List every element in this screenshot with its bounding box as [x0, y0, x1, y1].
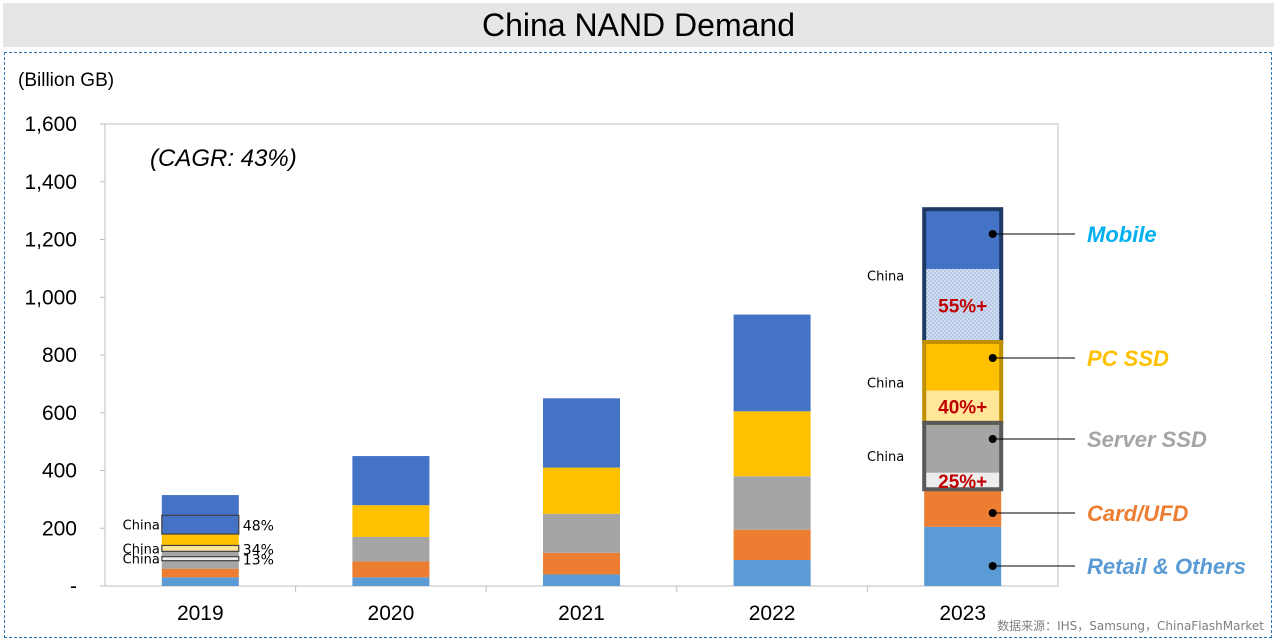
source-note: 数据来源：IHS，Samsung，ChinaFlashMarket: [997, 619, 1264, 633]
china-share-pct-2023: 25%+: [938, 472, 987, 493]
y-tick-label: 1,600: [24, 113, 77, 136]
china-label-2023: China: [867, 376, 904, 391]
bar-segment: [924, 489, 1002, 527]
chart-frame: [4, 52, 1272, 638]
bar-segment: [543, 467, 620, 514]
chart-title: China NAND Demand: [3, 3, 1274, 47]
y-tick-label: 800: [42, 344, 77, 367]
x-tick-label: 2019: [177, 602, 224, 625]
legend-label: Retail & Others: [1087, 554, 1246, 579]
china-share-pct-2023: 55%+: [938, 296, 987, 317]
bar-segment: [352, 505, 430, 537]
bar-segment: [161, 577, 239, 586]
china-share-fill-2023: [924, 472, 1002, 490]
bar-segment: [543, 552, 620, 575]
cagr-annotation: (CAGR: 43%): [150, 145, 297, 172]
bar-segment: [733, 529, 811, 561]
bar-segment: [161, 495, 239, 535]
bar-segment: [924, 526, 1002, 586]
china-share-box-2019: [161, 544, 240, 552]
y-unit-label: (Billion GB): [18, 70, 115, 91]
china-label-2023: China: [867, 450, 904, 465]
legend-label: Mobile: [1087, 222, 1157, 247]
x-tick-label: 2020: [368, 602, 415, 625]
y-tick-label: -: [70, 575, 77, 598]
china-label-2019: China: [123, 542, 160, 557]
y-tick-label: 600: [42, 402, 77, 425]
china-share-outline-2023: [922, 420, 1004, 492]
china-share-fill-2023: [924, 390, 1002, 423]
china-share-box-2019: [161, 556, 240, 562]
bar-segment: [733, 476, 811, 530]
y-tick-label: 1,000: [24, 286, 77, 309]
bar-segment: [733, 314, 811, 412]
china-label-2023: China: [867, 270, 904, 285]
legend-label: PC SSD: [1087, 346, 1169, 371]
china-share-pct-2023: 40%+: [938, 398, 987, 419]
x-tick-label: 2021: [558, 602, 605, 625]
bar-segment: [543, 398, 620, 468]
y-tick-label: 400: [42, 460, 77, 483]
bar-segment: [352, 536, 430, 562]
china-share-fill-2023: [924, 268, 1002, 343]
bar-segment: [733, 560, 811, 586]
china-label-2019: China: [123, 553, 160, 568]
y-tick-label: 1,400: [24, 171, 77, 194]
legend-label: Card/UFD: [1087, 501, 1189, 526]
bar-segment: [352, 456, 430, 506]
china-share-box-2019: [161, 514, 240, 535]
bar-segment: [352, 577, 430, 586]
y-tick-label: 200: [42, 517, 77, 540]
china-share-pct-2019: 34%: [243, 542, 274, 558]
china-share-pct-2019: 48%: [243, 519, 274, 535]
bar-segment: [543, 574, 620, 586]
china-label-2019: China: [123, 519, 160, 534]
bar-segment: [161, 568, 239, 578]
x-tick-label: 2023: [939, 602, 986, 625]
bar-segment: [352, 561, 430, 578]
china-share-pct-2019: 13%: [243, 553, 274, 569]
bar-segment: [733, 411, 811, 477]
legend-label: Server SSD: [1087, 427, 1207, 452]
x-tick-label: 2022: [749, 602, 796, 625]
y-tick-label: 1,200: [24, 229, 77, 252]
bar-segment: [543, 513, 620, 553]
